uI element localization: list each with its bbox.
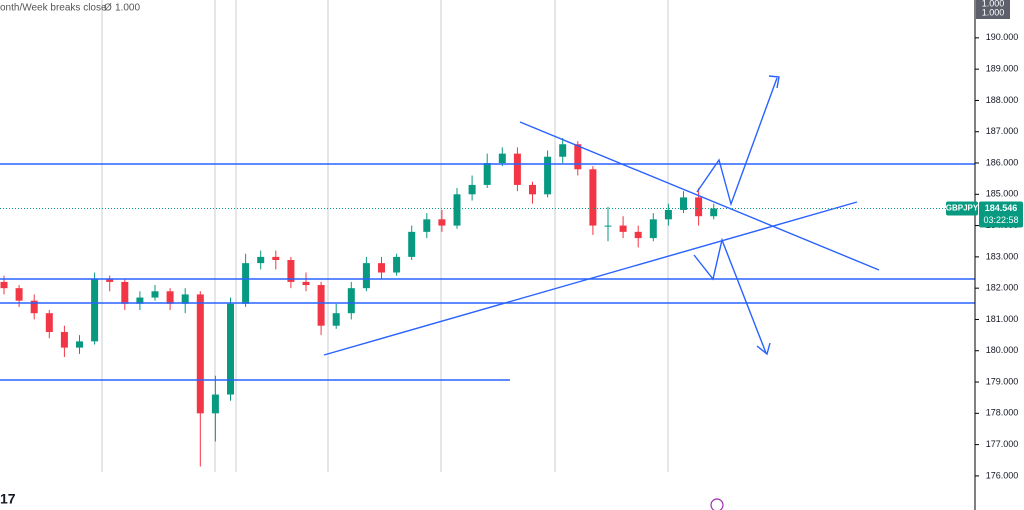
- candle-body: [347, 288, 355, 314]
- candle-body: [362, 263, 370, 289]
- candle-body: [589, 169, 597, 226]
- candle-body: [438, 219, 446, 226]
- y-tick-label: 186.000: [986, 157, 1019, 167]
- vertical-grid: [101, 0, 669, 472]
- candle-body: [196, 294, 204, 414]
- candle-body: [664, 209, 672, 220]
- candle-body: [106, 278, 114, 282]
- y-tick-label: 180.000: [986, 345, 1019, 355]
- candle-body: [634, 231, 642, 239]
- drawings: [0, 75, 975, 381]
- candle-body: [483, 163, 491, 185]
- candle-body: [302, 281, 310, 286]
- indicator-icon: Ø: [104, 3, 112, 14]
- y-tick-label: 176.000: [986, 470, 1019, 480]
- candle-body: [513, 153, 521, 185]
- y-tick-label: 185.000: [986, 189, 1019, 199]
- y-tick-label: 178.000: [986, 408, 1019, 418]
- candle-body: [619, 225, 627, 232]
- trend-line: [519, 121, 880, 271]
- y-tick-label: 189.000: [986, 64, 1019, 74]
- candle-body: [211, 394, 219, 414]
- candle-body: [710, 208, 718, 217]
- candle-body: [166, 291, 174, 304]
- candle-body: [60, 331, 68, 348]
- candle-body: [15, 288, 23, 301]
- y-tick-label: 188.000: [986, 95, 1019, 105]
- arrow-head: [756, 342, 771, 356]
- candle-body: [76, 341, 83, 348]
- candle-body: [574, 144, 582, 170]
- candle-body: [45, 313, 53, 332]
- arrow-down: [693, 237, 767, 354]
- arrow-head: [768, 75, 780, 89]
- candle-body: [287, 260, 295, 282]
- candle-body: [393, 256, 401, 273]
- candle-body: [468, 184, 476, 195]
- candle-body: [181, 294, 189, 304]
- candle-body: [544, 156, 552, 195]
- y-tick-label: 190.000: [986, 32, 1019, 42]
- scale-box-label: 1.000: [982, 7, 1005, 17]
- arrow-up: [696, 77, 778, 207]
- countdown-label: 03:22:58: [983, 215, 1018, 225]
- candle-body: [257, 256, 265, 264]
- candle-body: [559, 144, 567, 157]
- candle-body: [649, 219, 657, 239]
- candle-body: [378, 263, 385, 273]
- candle-body: [317, 285, 325, 326]
- candle-body: [604, 225, 612, 227]
- price-tag: [979, 201, 1023, 228]
- scale-box: [976, 0, 1010, 19]
- event-icon: [710, 498, 724, 510]
- candle-body: [30, 300, 38, 314]
- candle-body: [91, 278, 99, 342]
- logo: 17: [0, 491, 16, 507]
- candle-body: [695, 197, 703, 217]
- trend-line: [323, 201, 858, 356]
- candle-body: [227, 303, 234, 395]
- y-tick-label: 177.000: [986, 439, 1019, 449]
- price-label: 184.546: [985, 203, 1018, 213]
- y-tick-label: 187.000: [986, 126, 1019, 136]
- scale-box-label: 1.000: [982, 0, 1005, 8]
- candle-body: [136, 297, 144, 304]
- y-tick-label: 182.000: [986, 283, 1019, 293]
- candles: [0, 137, 718, 467]
- candle-body: [423, 219, 431, 232]
- candle-body: [680, 197, 687, 210]
- candle-body: [272, 256, 280, 261]
- y-tick-label: 181.000: [986, 314, 1019, 324]
- candle-body: [529, 184, 536, 195]
- candle-body: [453, 194, 461, 226]
- y-tick-label: 183.000: [986, 251, 1019, 261]
- candle-body: [408, 231, 416, 257]
- symbol-tag: [946, 201, 978, 216]
- candle-body: [498, 153, 506, 164]
- indicator-value: 1.000: [115, 3, 140, 14]
- candle-body: [121, 281, 129, 304]
- y-tick-label: 179.000: [986, 376, 1019, 386]
- candle-body: [151, 291, 159, 298]
- candle-body: [0, 281, 8, 289]
- candle-body: [332, 313, 340, 326]
- indicator-name: onth/Week breaks close: [0, 3, 107, 14]
- symbol-label: GBPJPY: [946, 204, 979, 213]
- candle-body: [242, 263, 250, 304]
